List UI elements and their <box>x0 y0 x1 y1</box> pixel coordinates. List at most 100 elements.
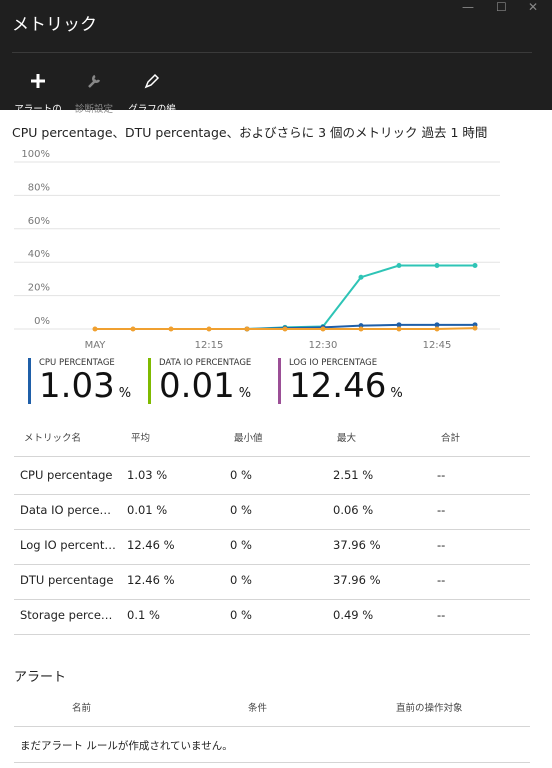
column-header: メトリック名 <box>24 433 82 444</box>
row-rule <box>14 529 530 530</box>
button-label: 診断設定 <box>74 104 113 115</box>
point <box>396 326 402 332</box>
y-tick-label: 40% <box>28 249 50 260</box>
y-tick-label: 0% <box>34 316 50 327</box>
column-header: 直前の操作対象 <box>396 703 463 714</box>
maximize[interactable]: ☐ <box>496 0 507 14</box>
cell: 1.03 % <box>127 468 168 482</box>
chart[interactable]: 0% 20% 40% 60% 80% 100% MAY 12:15 12:30 12:45 <box>0 140 552 355</box>
cell: Storage perce… <box>20 608 113 622</box>
cell: 12.46 % <box>127 573 175 587</box>
cell: 37.96 % <box>333 573 381 587</box>
point <box>434 326 440 332</box>
separator <box>12 52 532 53</box>
column-header: 最大 <box>337 433 357 444</box>
blade-title: メトリック <box>12 15 97 35</box>
header: メトリック — ☐ ✕ アラートの 追加 診断設定 グラフの編 集 <box>0 0 552 126</box>
stat-tile: LOG IO PERCENTAGE 12.46% <box>278 358 403 404</box>
value: 1.03 <box>39 366 115 406</box>
point <box>358 274 364 280</box>
point <box>434 263 440 269</box>
cell: 0 % <box>230 538 252 552</box>
cell: 0 % <box>230 608 252 622</box>
point <box>396 322 402 328</box>
cell: 0.1 % <box>127 608 160 622</box>
add-alert-button[interactable]: アラートの 追加 <box>14 62 62 126</box>
point <box>358 326 364 332</box>
unit: % <box>118 386 132 401</box>
x-tick-label: MAY <box>85 340 107 351</box>
cell: 0.01 % <box>127 503 168 517</box>
y-tick-label: 80% <box>28 182 50 193</box>
column-header: 平均 <box>131 433 151 444</box>
unit: % <box>238 386 252 401</box>
x-tick-label: 12:15 <box>195 340 224 351</box>
column-header: 合計 <box>441 433 461 444</box>
button-label: グラフの編 集 <box>128 104 176 126</box>
unit: % <box>390 386 403 401</box>
stat-tile: DATA IO PERCENTAGE 0.01% <box>148 358 251 404</box>
point <box>168 326 174 332</box>
wrench-icon <box>88 74 101 88</box>
point <box>434 322 440 328</box>
tile-value: 12.46% <box>289 368 403 412</box>
chart-title: CPU percentage、DTU percentage、およびさらに 3 個… <box>12 125 488 140</box>
minimize[interactable]: — <box>462 0 474 14</box>
close[interactable]: ✕ <box>528 0 539 14</box>
y-tick-label: 20% <box>28 283 50 294</box>
plus-icon <box>31 74 45 88</box>
cell: 12.46 % <box>127 538 175 552</box>
cell: 2.51 % <box>333 468 374 482</box>
cell: 0 % <box>230 468 252 482</box>
row-rule <box>14 494 530 495</box>
tile-label: CPU PERCENTAGE <box>39 358 115 368</box>
value: 0.01 <box>159 366 235 406</box>
cell: CPU percentage <box>20 468 113 482</box>
cell: DTU percentage <box>20 573 114 587</box>
row-rule <box>14 599 530 600</box>
row-rule <box>14 456 530 457</box>
x-tick-label: 12:45 <box>423 340 452 351</box>
point <box>206 326 212 332</box>
alerts-title: アラート <box>14 670 67 685</box>
y-tick-label: 60% <box>28 216 50 227</box>
row-rule <box>14 726 530 727</box>
cell: -- <box>437 573 446 587</box>
row-rule <box>14 564 530 565</box>
cell: 0.49 % <box>333 608 374 622</box>
button-label: アラートの 追加 <box>14 104 62 126</box>
diagnostics-button: 診断設定 <box>70 62 118 115</box>
tile-value: 0.01% <box>159 368 251 412</box>
column-header: 名前 <box>72 703 92 714</box>
row-rule <box>14 634 530 635</box>
cell: Log IO percent… <box>20 538 116 552</box>
point <box>244 326 250 332</box>
point <box>130 326 136 332</box>
cell: 0 % <box>230 573 252 587</box>
point <box>92 326 98 332</box>
cell: Data IO perce… <box>20 503 111 517</box>
tile-label: DATA IO PERCENTAGE <box>159 358 252 368</box>
edit-chart-button[interactable]: グラフの編 集 <box>128 62 176 126</box>
pencil-icon <box>144 73 160 89</box>
point <box>472 325 478 331</box>
y-tick-label: 100% <box>21 149 50 160</box>
cell: -- <box>437 468 446 482</box>
x-tick-label: 12:30 <box>309 340 338 351</box>
cell: 0.06 % <box>333 503 374 517</box>
point <box>472 263 478 269</box>
column-header: 条件 <box>248 703 268 714</box>
value: 12.46 <box>289 366 387 406</box>
cell: 37.96 % <box>333 538 381 552</box>
tile-label: LOG IO PERCENTAGE <box>289 358 378 368</box>
cell: -- <box>437 608 446 622</box>
point <box>396 263 402 269</box>
point <box>320 326 326 332</box>
tile-value: 1.03% <box>39 368 131 412</box>
column-header: 最小値 <box>234 433 263 444</box>
empty-message: まだアラート ルールが作成されていません。 <box>20 740 233 752</box>
cell: -- <box>437 538 446 552</box>
cell: 0 % <box>230 503 252 517</box>
row-rule <box>14 762 530 763</box>
